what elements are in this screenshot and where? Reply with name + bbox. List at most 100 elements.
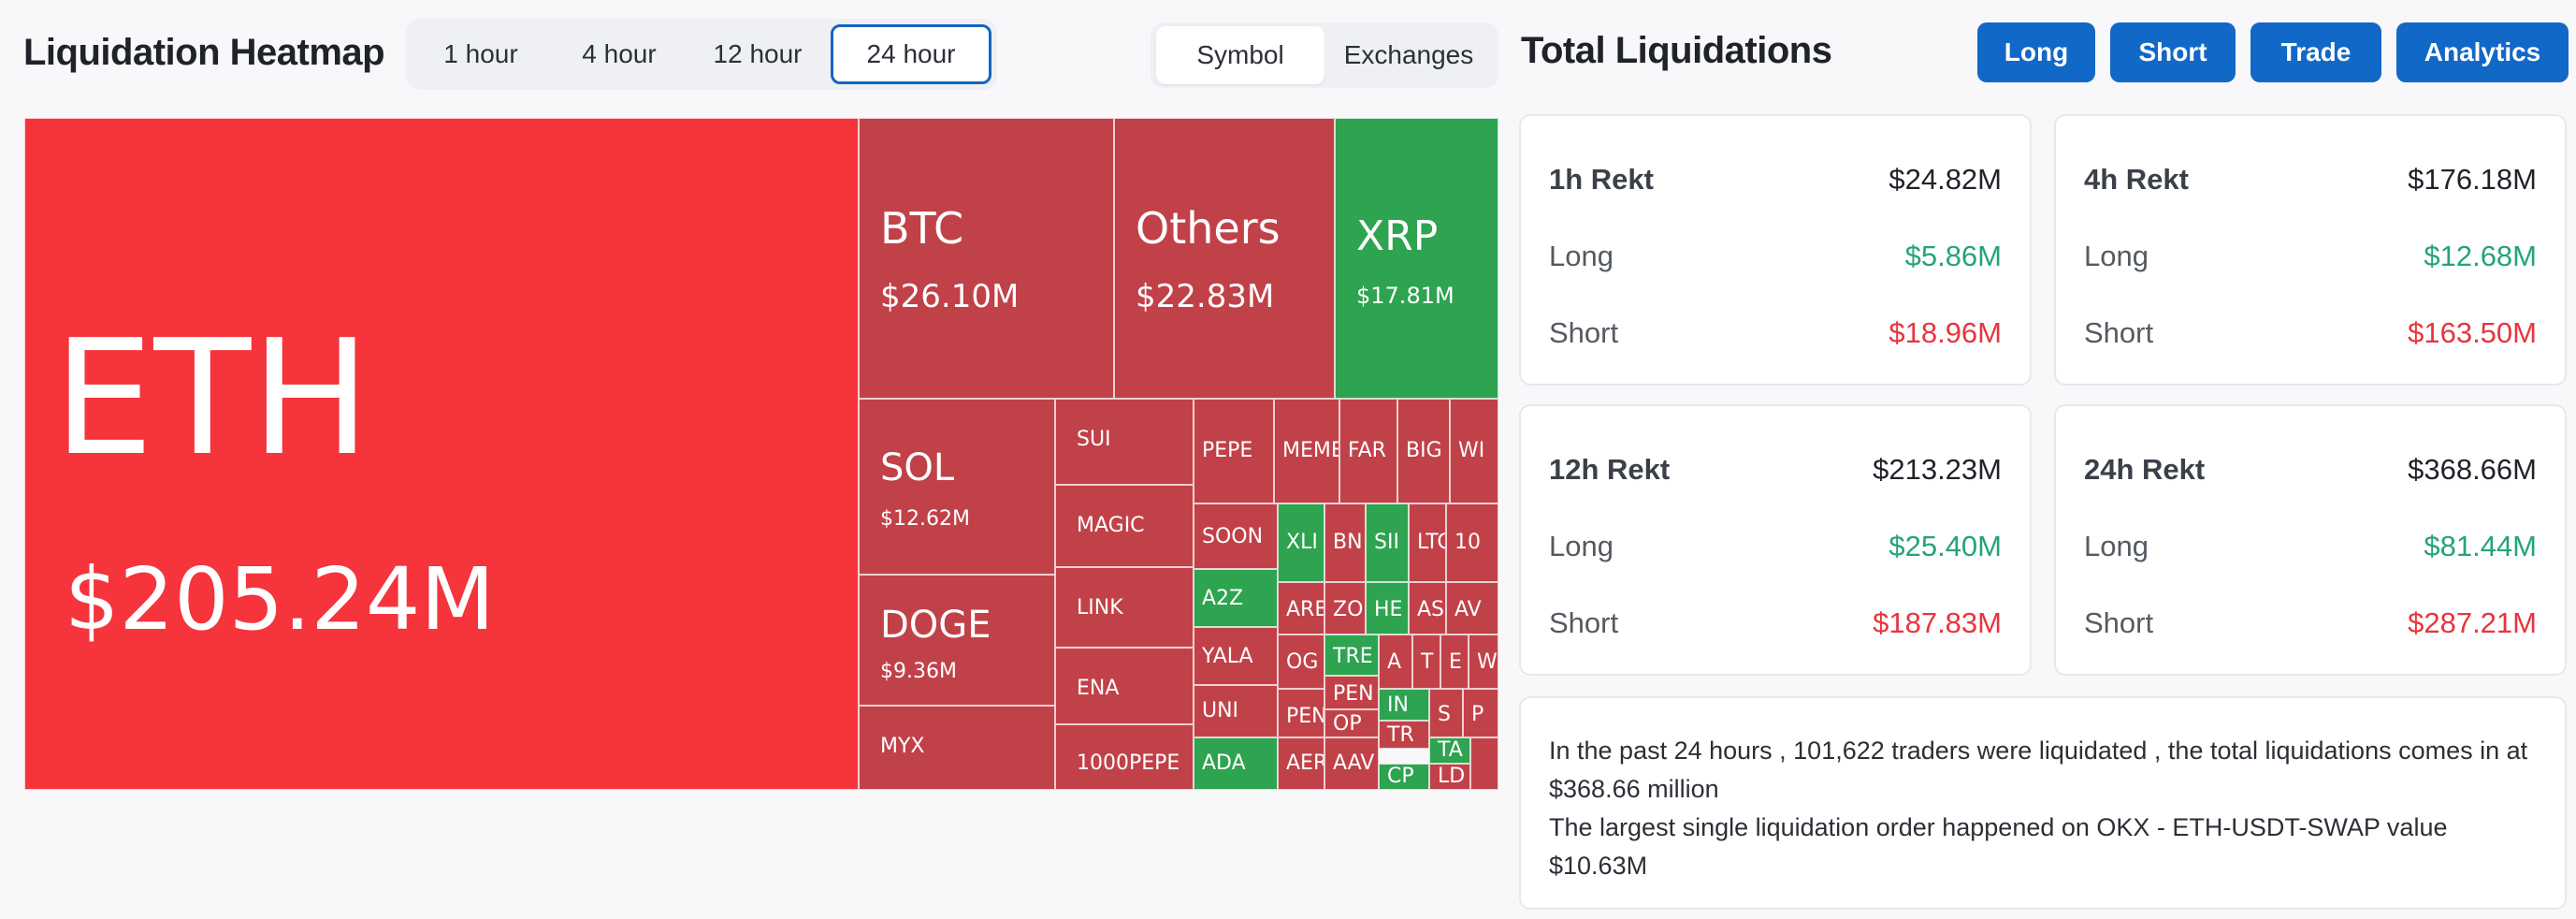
total-liquidations-title: Total Liquidations xyxy=(1521,30,1832,71)
heatmap-tile-eth[interactable]: ETH $205.24M xyxy=(24,118,859,790)
heatmap-tile-w[interactable]: W xyxy=(1469,635,1498,689)
tile-symbol: Others xyxy=(1136,203,1281,254)
tile-symbol: ARB xyxy=(1286,598,1324,621)
heatmap-tile-aav[interactable]: AAV xyxy=(1324,737,1379,790)
tab-4-hour[interactable]: 4 hour xyxy=(582,39,657,68)
tile-symbol: BN xyxy=(1333,531,1363,554)
tile-value: $22.83M xyxy=(1136,278,1275,315)
tile-symbol: LINK xyxy=(1077,596,1123,620)
tile-symbol: OP xyxy=(1333,712,1362,736)
heatmap-tile-soon[interactable]: SOON xyxy=(1194,503,1278,569)
short-label: Short xyxy=(2084,316,2154,349)
heatmap-tile-zo[interactable]: ZO xyxy=(1324,582,1366,635)
trade-button[interactable]: Trade xyxy=(2250,22,2381,82)
card-label: 24h Rekt xyxy=(2084,453,2206,486)
tile-symbol: P xyxy=(1471,703,1484,726)
long-label: Long xyxy=(2084,240,2149,272)
heatmap-tile-in[interactable]: IN xyxy=(1379,689,1429,721)
heatmap-tile-sui[interactable]: SUI xyxy=(1055,399,1194,485)
tile-symbol: IN xyxy=(1387,693,1409,717)
card-label: 1h Rekt xyxy=(1549,163,1654,196)
short-value: $187.83M xyxy=(1873,606,2002,639)
heatmap-tile-ena[interactable]: ENA xyxy=(1055,648,1194,724)
heatmap-tile-ltc[interactable]: LTC xyxy=(1409,503,1446,582)
long-button[interactable]: Long xyxy=(1977,22,2095,82)
tile-value: $17.81M xyxy=(1356,283,1454,309)
tab-12-hour[interactable]: 12 hour xyxy=(713,39,803,68)
heatmap-tile-og[interactable]: OG xyxy=(1278,635,1324,689)
long-label: Long xyxy=(1549,240,1614,272)
heatmap-tile-yala[interactable]: YALA xyxy=(1194,627,1278,685)
heatmap-tile-wi[interactable]: WI xyxy=(1450,399,1498,503)
tile-symbol: TRE xyxy=(1333,645,1373,668)
tab-symbol[interactable]: Symbol xyxy=(1156,26,1324,84)
heatmap-tile-pen[interactable]: PEN xyxy=(1324,676,1379,709)
card-label: 12h Rekt xyxy=(1549,453,1671,486)
tile-symbol: BIG xyxy=(1406,439,1442,462)
heatmap-tile-10[interactable]: 10 xyxy=(1446,503,1498,582)
heatmap-tile-ada[interactable]: ADA xyxy=(1194,737,1278,790)
heatmap-tile-he[interactable]: HE xyxy=(1366,582,1409,635)
heatmap-tile-sol[interactable]: SOL $12.62M xyxy=(859,399,1055,575)
heatmap-tile-others[interactable]: Others $22.83M xyxy=(1114,118,1335,399)
heatmap-tile-big[interactable]: BIG xyxy=(1397,399,1450,503)
heatmap-tile-doge[interactable]: DOGE $9.36M xyxy=(859,575,1055,706)
tile-symbol: MYX xyxy=(880,735,925,758)
tile-symbol: YALA xyxy=(1202,645,1253,668)
heatmap-tile-av[interactable]: AV xyxy=(1446,582,1498,635)
heatmap-tile-magic[interactable]: MAGIC xyxy=(1055,485,1194,567)
heatmap-tile-t[interactable]: T xyxy=(1412,635,1440,689)
tab-24-hour[interactable]: 24 hour xyxy=(831,24,991,84)
tile-symbol: PEN xyxy=(1333,682,1374,706)
heatmap-tile-bn[interactable]: BN xyxy=(1324,503,1366,582)
heatmap-tile-pepe[interactable]: PEPE xyxy=(1194,399,1274,503)
heatmap-title: Liquidation Heatmap xyxy=(23,32,385,73)
heatmap-tile-uni[interactable]: UNI xyxy=(1194,685,1278,737)
heatmap-tile-a2z[interactable]: A2Z xyxy=(1194,569,1278,627)
heatmap-tile-aer[interactable]: AER xyxy=(1278,737,1324,790)
analytics-button[interactable]: Analytics xyxy=(2396,22,2569,82)
heatmap-tile-ta[interactable]: TA xyxy=(1429,737,1470,764)
card-total: $213.23M xyxy=(1873,453,2002,486)
heatmap-tile-a[interactable]: A xyxy=(1379,635,1412,689)
heatmap-tile-link[interactable]: LINK xyxy=(1055,567,1194,648)
heatmap-tile-ld[interactable]: LD xyxy=(1429,764,1470,790)
tile-symbol: AER xyxy=(1286,751,1324,775)
short-value: $287.21M xyxy=(2408,606,2537,639)
tile-symbol: WI xyxy=(1458,439,1485,462)
tile-symbol: SOL xyxy=(880,446,955,489)
heatmap-tile-as[interactable]: AS xyxy=(1409,582,1446,635)
short-value: $18.96M xyxy=(1889,316,2002,349)
heatmap-tile-arb[interactable]: ARB xyxy=(1278,582,1324,635)
heatmap-tile-pen[interactable]: PEN xyxy=(1278,689,1324,737)
rekt-card-12h: 12h Rekt $213.23M Long $25.40M Short $187.8… xyxy=(1519,404,2032,676)
heatmap-tile-tre[interactable]: TRE xyxy=(1324,635,1379,676)
short-button[interactable]: Short xyxy=(2110,22,2236,82)
heatmap-tile-p[interactable]: P xyxy=(1463,689,1498,737)
tile-symbol: 10 xyxy=(1454,531,1481,554)
short-label: Short xyxy=(1549,606,1619,639)
heatmap-tile-op[interactable]: OP xyxy=(1324,709,1379,737)
heatmap-tile-btc[interactable]: BTC $26.10M xyxy=(859,118,1114,399)
tab-exchanges[interactable]: Exchanges xyxy=(1343,40,1474,69)
heatmap-tile-blank[interactable] xyxy=(1470,737,1498,790)
tile-symbol: ZO xyxy=(1333,598,1364,621)
heatmap-tile-e[interactable]: E xyxy=(1440,635,1469,689)
heatmap-tile-1000pepe[interactable]: 1000PEPE xyxy=(1055,724,1194,790)
heatmap-tile-xli[interactable]: XLI xyxy=(1278,503,1324,582)
tile-symbol: E xyxy=(1449,650,1462,674)
liquidation-summary: In the past 24 hours , 101,622 traders w… xyxy=(1519,696,2567,910)
heatmap-tile-cp[interactable]: CP xyxy=(1379,764,1429,790)
heatmap-tile-meme[interactable]: MEME xyxy=(1274,399,1339,503)
tab-1-hour[interactable]: 1 hour xyxy=(443,39,518,68)
heatmap-tile-xrp[interactable]: XRP $17.81M xyxy=(1335,118,1498,399)
long-label: Long xyxy=(1549,530,1614,562)
tile-symbol: DOGE xyxy=(880,604,991,647)
heatmap-tile-myx[interactable]: MYX xyxy=(859,706,1055,790)
heatmap-tile-tr[interactable]: TR xyxy=(1379,721,1429,749)
heatmap-tile-far[interactable]: FAR xyxy=(1339,399,1397,503)
tile-symbol: T xyxy=(1421,650,1434,674)
heatmap-tile-s[interactable]: S xyxy=(1429,689,1463,737)
heatmap-tile-sii[interactable]: SII xyxy=(1366,503,1409,582)
tile-value: $9.36M xyxy=(880,660,957,683)
